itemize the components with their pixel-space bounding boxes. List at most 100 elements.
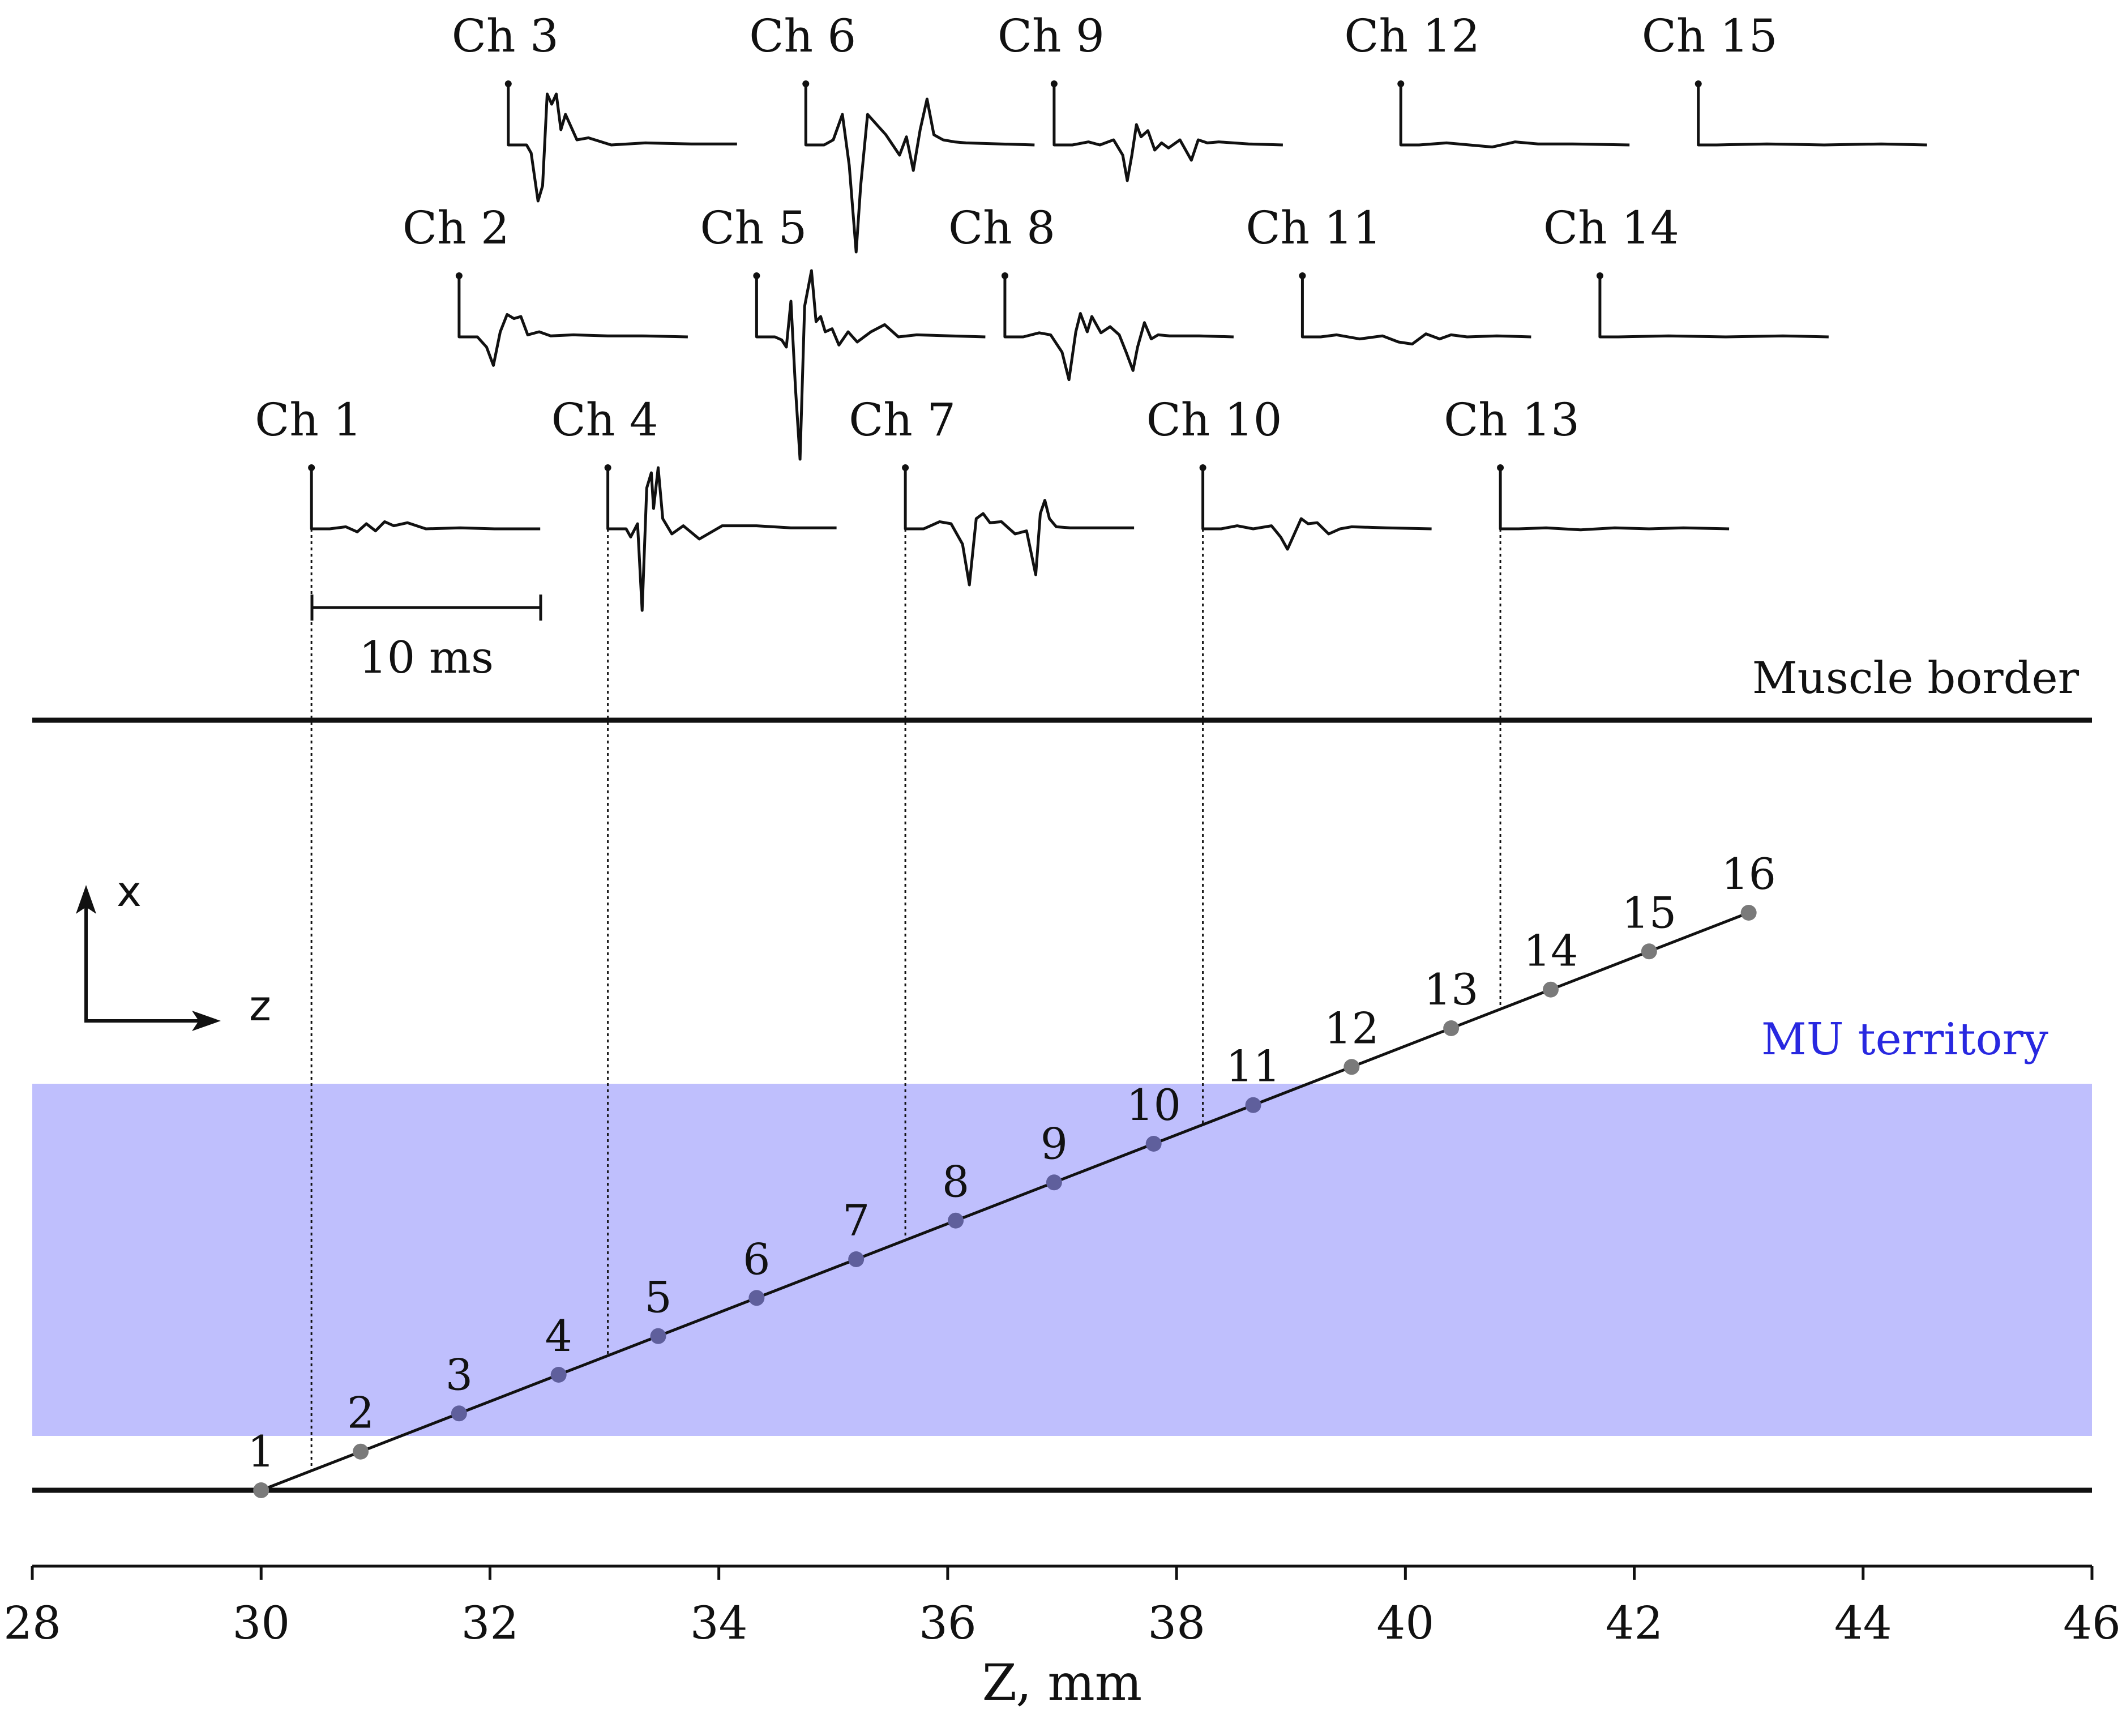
electrode-label: 7 <box>842 1195 870 1246</box>
z-tick-label: 44 <box>1834 1597 1892 1649</box>
channel-waveform <box>507 83 737 203</box>
channel-label: Ch 13 <box>1444 394 1580 446</box>
channel-waveform <box>606 466 837 612</box>
electrode-label: 13 <box>1424 964 1479 1015</box>
electrode-label: 16 <box>1721 849 1776 899</box>
channel-label: Ch 14 <box>1543 202 1679 254</box>
channel-waveform <box>1300 275 1531 346</box>
channel-marker <box>1050 80 1058 87</box>
electrode-point <box>1543 981 1559 998</box>
channel-waveform <box>904 467 1135 587</box>
z-tick-label: 30 <box>232 1597 290 1649</box>
channel-marker <box>902 464 909 471</box>
time-scale-label: 10 ms <box>359 632 494 683</box>
channel-waveform <box>1499 467 1730 532</box>
electrode-point <box>1145 1136 1162 1152</box>
electrode-point <box>550 1367 567 1383</box>
electrode-point <box>253 1482 269 1498</box>
channel-label: Ch 2 <box>403 202 510 254</box>
channel-marker <box>504 80 512 87</box>
electrode-label: 9 <box>1041 1118 1068 1169</box>
channel-label: Ch 5 <box>700 202 807 254</box>
electrode-label: 5 <box>644 1272 671 1323</box>
electrode-label: 1 <box>247 1426 275 1477</box>
electrode-label: 15 <box>1621 887 1676 938</box>
electrode-label: 6 <box>743 1234 770 1284</box>
channel-label: Ch 10 <box>1146 394 1282 446</box>
z-axis: 28 30 32 34 36 38 40 42 44 46 <box>3 1564 2118 1649</box>
electrode-point <box>848 1251 865 1267</box>
channel-waveform <box>1201 468 1432 551</box>
channel-label: Ch 6 <box>749 10 856 62</box>
muscle-border-label: Muscle border <box>1752 653 2080 704</box>
electrode-label: 8 <box>942 1157 969 1207</box>
electrode-label: 11 <box>1226 1041 1281 1092</box>
time-scale-bar <box>310 595 542 621</box>
electrode-label: 12 <box>1324 1003 1379 1053</box>
electrode-point <box>1443 1020 1460 1036</box>
channel-waveform <box>457 275 688 367</box>
channel-guide-lines <box>310 529 1501 1471</box>
channel-waveform <box>804 83 1035 254</box>
electrode-point <box>748 1290 765 1306</box>
electrode-point <box>1740 905 1757 921</box>
electrode-label: 14 <box>1524 926 1578 976</box>
z-tick-label: 34 <box>690 1597 748 1649</box>
orientation-x-label: x <box>117 867 142 916</box>
mu-territory-band <box>32 1084 2092 1436</box>
channel-marker <box>1695 80 1702 87</box>
channel-waveform <box>1697 83 1927 147</box>
z-tick-label: 46 <box>2063 1597 2118 1649</box>
channel-marker <box>1199 464 1206 471</box>
z-tick-label: 28 <box>3 1597 61 1649</box>
z-tick-label: 40 <box>1376 1597 1434 1649</box>
channel-label: Ch 8 <box>948 202 1055 254</box>
channel-marker <box>1497 464 1504 471</box>
electrode-point <box>948 1212 964 1229</box>
channel-waveform <box>1598 275 1829 339</box>
channel-label: Ch 9 <box>998 10 1105 62</box>
channel-marker <box>604 464 611 471</box>
electrode-point <box>1245 1097 1261 1113</box>
channel-marker <box>455 272 463 279</box>
mu-territory-label: MU territory <box>1761 1014 2048 1065</box>
channel-waveforms: Ch 1 Ch 2 Ch 3 Ch 4 Ch 5 Ch 6 Ch 7 Ch 8 Ch 9 Ch 1… <box>255 10 1927 612</box>
electrode-label: 2 <box>347 1388 374 1438</box>
channel-label: Ch 4 <box>551 394 658 446</box>
channel-label: Ch 12 <box>1344 10 1480 62</box>
channel-label: Ch 15 <box>1642 10 1778 62</box>
orientation-axes-icon <box>76 885 221 1031</box>
channel-marker <box>1001 272 1008 279</box>
z-tick-label: 38 <box>1148 1597 1205 1649</box>
electrode-point <box>353 1443 369 1460</box>
electrode-point <box>1641 943 1657 960</box>
channel-marker <box>1299 272 1306 279</box>
channel-marker <box>308 464 315 471</box>
channel-marker <box>1397 80 1405 87</box>
channel-waveform <box>755 269 986 461</box>
channel-label: Ch 11 <box>1246 202 1381 254</box>
channel-marker <box>753 272 760 279</box>
electrode-point <box>1343 1059 1360 1075</box>
channel-label: Ch 1 <box>255 394 362 446</box>
z-axis-label: Z, mm <box>982 1653 1142 1712</box>
z-tick-label: 32 <box>461 1597 519 1649</box>
electrode-label: 10 <box>1126 1080 1181 1130</box>
channel-label: Ch 3 <box>452 10 559 62</box>
electrode-array-line <box>260 911 1749 1492</box>
channel-waveform <box>1052 83 1283 182</box>
electrode-point <box>451 1405 467 1422</box>
channel-marker <box>802 80 810 87</box>
z-tick-label: 42 <box>1606 1597 1663 1649</box>
channel-marker <box>1596 272 1603 279</box>
electrode-point <box>1046 1174 1062 1191</box>
channel-waveform <box>310 467 541 533</box>
channel-waveform <box>1399 83 1630 149</box>
z-tick-label: 36 <box>919 1597 977 1649</box>
electrode-label: 4 <box>545 1311 572 1361</box>
channel-label: Ch 7 <box>849 394 956 446</box>
electrode-point <box>650 1328 666 1344</box>
electrode-label: 3 <box>446 1349 473 1400</box>
